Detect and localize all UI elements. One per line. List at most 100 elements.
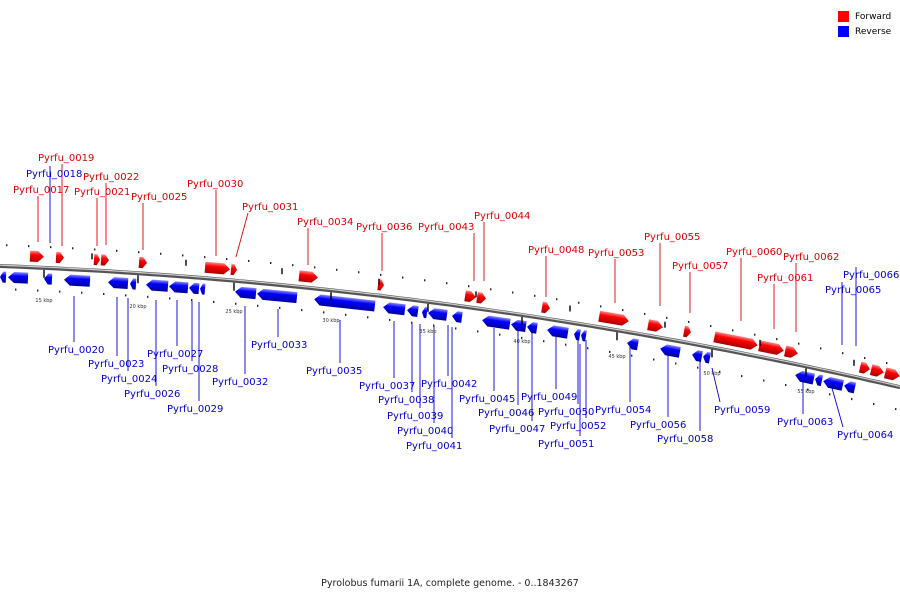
- forward-gene[interactable]: [476, 292, 486, 304]
- reverse-gene[interactable]: [189, 282, 200, 295]
- gene-label-pyrfu-0046[interactable]: Pyrfu_0046: [478, 408, 534, 419]
- reverse-gene[interactable]: [421, 306, 428, 319]
- reverse-gene[interactable]: [702, 351, 711, 364]
- reverse-gene[interactable]: [130, 278, 137, 290]
- forward-gene[interactable]: [29, 250, 44, 263]
- gene-label-pyrfu-0017[interactable]: Pyrfu_0017: [13, 185, 69, 196]
- gene-label-pyrfu-0058[interactable]: Pyrfu_0058: [657, 434, 713, 445]
- gene-label-pyrfu-0019[interactable]: Pyrfu_0019: [38, 153, 94, 164]
- gene-label-pyrfu-0044[interactable]: Pyrfu_0044: [474, 211, 530, 222]
- gene-label-pyrfu-0053[interactable]: Pyrfu_0053: [588, 248, 644, 259]
- reverse-gene[interactable]: [8, 272, 29, 284]
- gene-label-pyrfu-0022[interactable]: Pyrfu_0022: [83, 172, 139, 183]
- gene-label-pyrfu-0040[interactable]: Pyrfu_0040: [397, 426, 453, 437]
- reverse-gene[interactable]: [314, 294, 376, 312]
- reverse-gene[interactable]: [481, 315, 511, 330]
- reverse-gene[interactable]: [691, 349, 703, 362]
- gene-label-pyrfu-0036[interactable]: Pyrfu_0036: [356, 222, 412, 233]
- gene-label-pyrfu-0025[interactable]: Pyrfu_0025: [131, 192, 187, 203]
- reverse-gene[interactable]: [108, 277, 129, 290]
- forward-gene[interactable]: [784, 345, 799, 359]
- forward-gene[interactable]: [55, 251, 65, 264]
- gene-label-pyrfu-0029[interactable]: Pyrfu_0029: [167, 404, 223, 415]
- gene-label-pyrfu-0038[interactable]: Pyrfu_0038: [378, 395, 434, 406]
- forward-gene[interactable]: [647, 319, 664, 332]
- reverse-gene[interactable]: [235, 286, 257, 300]
- reverse-gene[interactable]: [546, 324, 569, 339]
- gene-label-pyrfu-0050[interactable]: Pyrfu_0050: [538, 407, 594, 418]
- gene-label-pyrfu-0061[interactable]: Pyrfu_0061: [757, 273, 813, 284]
- gene-label-pyrfu-0041[interactable]: Pyrfu_0041: [406, 441, 462, 452]
- gene-label-pyrfu-0027[interactable]: Pyrfu_0027: [147, 349, 203, 360]
- gene-label-pyrfu-0018[interactable]: Pyrfu_0018: [26, 169, 82, 180]
- forward-gene[interactable]: [683, 325, 692, 338]
- gene-label-pyrfu-0020[interactable]: Pyrfu_0020: [48, 345, 104, 356]
- gene-label-pyrfu-0045[interactable]: Pyrfu_0045: [459, 394, 515, 405]
- gene-label-pyrfu-0052[interactable]: Pyrfu_0052: [550, 421, 606, 432]
- gene-label-pyrfu-0047[interactable]: Pyrfu_0047: [489, 424, 545, 435]
- gene-label-pyrfu-0042[interactable]: Pyrfu_0042: [421, 379, 477, 390]
- gene-label-pyrfu-0024[interactable]: Pyrfu_0024: [101, 374, 157, 385]
- reverse-gene[interactable]: [814, 374, 824, 387]
- forward-gene[interactable]: [869, 364, 885, 378]
- gene-label-pyrfu-0059[interactable]: Pyrfu_0059: [714, 405, 770, 416]
- forward-gene[interactable]: [100, 254, 110, 266]
- gene-label-pyrfu-0026[interactable]: Pyrfu_0026: [124, 389, 180, 400]
- reverse-gene[interactable]: [526, 321, 538, 334]
- forward-gene[interactable]: [138, 256, 148, 269]
- reverse-gene[interactable]: [427, 307, 448, 321]
- reverse-gene[interactable]: [573, 329, 581, 341]
- gene-label-pyrfu-0034[interactable]: Pyrfu_0034: [297, 217, 353, 228]
- gene-label-pyrfu-0035[interactable]: Pyrfu_0035: [306, 366, 362, 377]
- gene-label-pyrfu-0049[interactable]: Pyrfu_0049: [521, 392, 577, 403]
- gene-label-pyrfu-0055[interactable]: Pyrfu_0055: [644, 232, 700, 243]
- gene-label-pyrfu-0062[interactable]: Pyrfu_0062: [783, 252, 839, 263]
- forward-gene[interactable]: [598, 310, 629, 327]
- gene-label-pyrfu-0051[interactable]: Pyrfu_0051: [538, 439, 594, 450]
- reverse-gene[interactable]: [382, 302, 406, 316]
- forward-gene[interactable]: [883, 367, 900, 381]
- gene-label-pyrfu-0066[interactable]: Pyrfu_0066: [843, 270, 899, 281]
- reverse-gene[interactable]: [510, 319, 527, 333]
- reverse-gene[interactable]: [794, 370, 815, 385]
- reverse-gene[interactable]: [822, 376, 844, 391]
- gene-label-pyrfu-0043[interactable]: Pyrfu_0043: [418, 222, 474, 233]
- gene-label-pyrfu-0023[interactable]: Pyrfu_0023: [88, 359, 144, 370]
- reverse-gene[interactable]: [146, 279, 169, 292]
- reverse-gene[interactable]: [200, 283, 206, 295]
- gene-label-pyrfu-0032[interactable]: Pyrfu_0032: [212, 377, 268, 388]
- reverse-gene[interactable]: [169, 281, 189, 294]
- gene-label-pyrfu-0065[interactable]: Pyrfu_0065: [825, 285, 881, 296]
- gene-label-pyrfu-0033[interactable]: Pyrfu_0033: [251, 340, 307, 351]
- gene-label-pyrfu-0030[interactable]: Pyrfu_0030: [187, 179, 243, 190]
- reverse-gene[interactable]: [406, 305, 419, 317]
- forward-gene[interactable]: [298, 270, 318, 283]
- gene-label-pyrfu-0056[interactable]: Pyrfu_0056: [630, 420, 686, 431]
- reverse-gene[interactable]: [451, 311, 463, 323]
- gene-label-pyrfu-0057[interactable]: Pyrfu_0057: [672, 261, 728, 272]
- reverse-gene[interactable]: [626, 338, 639, 351]
- gene-label-pyrfu-0031[interactable]: Pyrfu_0031: [242, 202, 298, 213]
- reverse-gene[interactable]: [64, 274, 91, 287]
- reverse-gene[interactable]: [44, 273, 53, 285]
- reverse-gene[interactable]: [580, 330, 587, 342]
- forward-gene[interactable]: [858, 361, 871, 375]
- gene-label-pyrfu-0037[interactable]: Pyrfu_0037: [359, 381, 415, 392]
- forward-gene[interactable]: [713, 331, 758, 350]
- forward-gene[interactable]: [204, 261, 231, 275]
- gene-label-pyrfu-0060[interactable]: Pyrfu_0060: [726, 247, 782, 258]
- gene-label-pyrfu-0054[interactable]: Pyrfu_0054: [595, 405, 651, 416]
- gene-label-pyrfu-0048[interactable]: Pyrfu_0048: [528, 245, 584, 256]
- gene-label-pyrfu-0064[interactable]: Pyrfu_0064: [837, 430, 893, 441]
- gene-label-pyrfu-0039[interactable]: Pyrfu_0039: [387, 411, 443, 422]
- gene-label-pyrfu-0063[interactable]: Pyrfu_0063: [777, 417, 833, 428]
- forward-gene[interactable]: [93, 254, 101, 266]
- reverse-gene[interactable]: [843, 380, 857, 394]
- gene-label-pyrfu-0028[interactable]: Pyrfu_0028: [162, 364, 218, 375]
- forward-gene[interactable]: [758, 340, 785, 356]
- reverse-gene[interactable]: [0, 271, 7, 283]
- gene-label-pyrfu-0021[interactable]: Pyrfu_0021: [74, 187, 130, 198]
- forward-gene[interactable]: [464, 290, 476, 303]
- reverse-gene[interactable]: [659, 343, 681, 358]
- reverse-gene[interactable]: [257, 288, 298, 304]
